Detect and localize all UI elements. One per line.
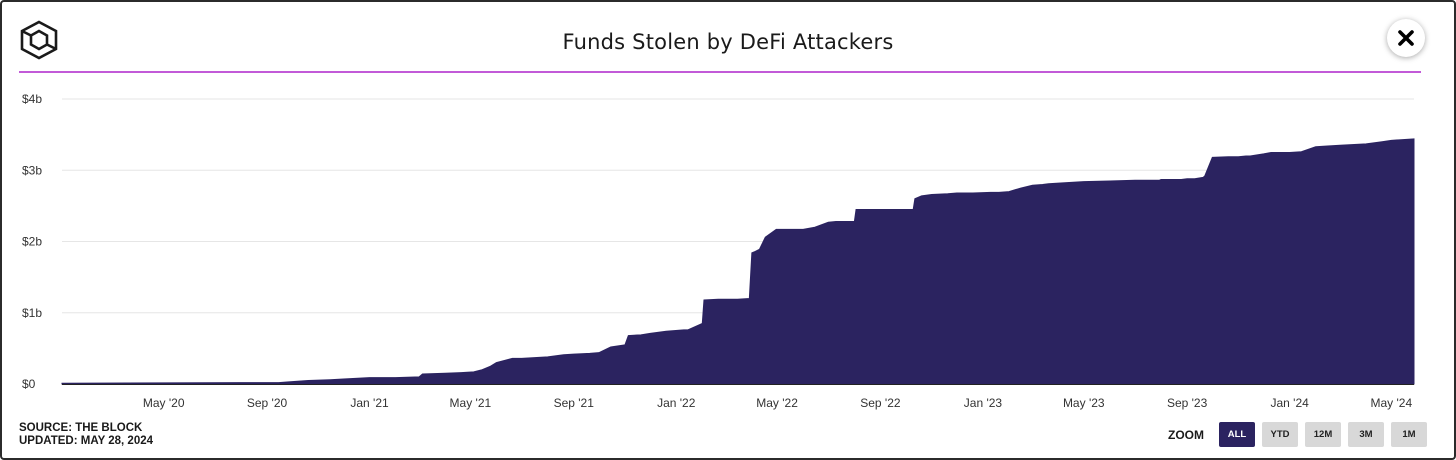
x-tick-label: Jan '24 [1270,396,1309,410]
title-accent-line [19,71,1421,73]
zoom-1m-button[interactable]: 1M [1391,422,1427,447]
x-tick-label: Jan '22 [657,396,696,410]
x-tick-label: May '22 [756,396,798,410]
y-tick-label: $1b [22,306,42,320]
x-tick-label: May '23 [1063,396,1105,410]
x-tick-label: Jan '23 [964,396,1003,410]
x-tick-label: Sep '20 [247,396,288,410]
zoom-ytd-button[interactable]: YTD [1262,422,1298,447]
chart-title: Funds Stolen by DeFi Attackers [562,30,894,54]
close-button[interactable] [1387,19,1425,57]
x-tick-label: Jan '21 [350,396,389,410]
y-tick-label: $4b [22,92,42,106]
x-tick-label: Sep '21 [554,396,595,410]
zoom-label: ZOOM [1168,427,1204,442]
zoom-3m-button[interactable]: 3M [1348,422,1384,447]
x-tick-label: May '24 [1370,396,1412,410]
y-tick-label: $2b [22,235,42,249]
area-series [61,138,1415,385]
zoom-12m-button[interactable]: 12M [1305,422,1341,447]
zoom-all-button[interactable]: ALL [1219,422,1255,447]
source-note: SOURCE: THE BLOCK UPDATED: MAY 28, 2024 [19,422,153,448]
x-tick-label: May '21 [450,396,492,410]
x-tick-label: May '20 [143,396,185,410]
the-block-cube-logo-icon [20,20,58,60]
source-text: SOURCE: THE BLOCK [19,422,143,434]
y-tick-label: $0 [22,377,36,391]
zoom-controls: ZOOM ALL YTD 12M 3M 1M [1168,422,1427,447]
x-tick-label: Sep '23 [1167,396,1208,410]
close-icon [1398,30,1414,46]
x-tick-label: Sep '22 [860,396,901,410]
area-chart: $0 $1b $2b $3b $4b May '20 Sep '20 Jan '21 May '… [22,92,1415,410]
y-tick-label: $3b [22,163,42,177]
updated-text: UPDATED: MAY 28, 2024 [19,435,154,447]
